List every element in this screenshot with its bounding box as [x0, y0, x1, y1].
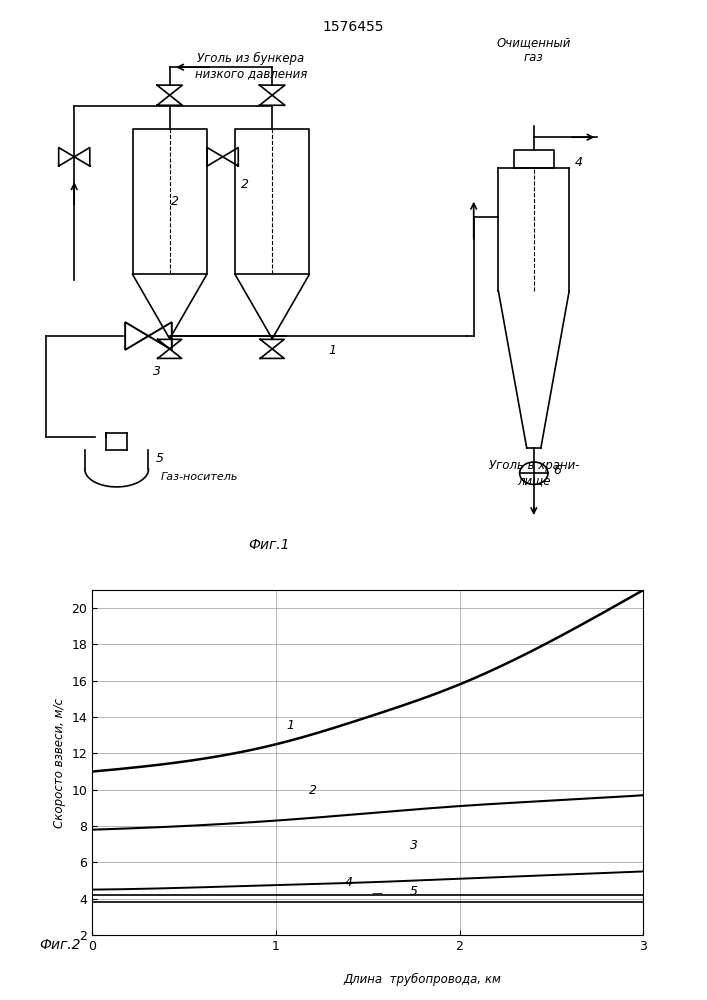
Text: 1: 1 — [286, 719, 294, 732]
Y-axis label: Скоросто взвеси, м/с: Скоросто взвеси, м/с — [52, 698, 66, 828]
Text: 5: 5 — [409, 885, 418, 898]
Text: 4: 4 — [575, 156, 583, 169]
Text: Фиг.2: Фиг.2 — [40, 938, 81, 952]
Text: —: — — [371, 888, 382, 898]
Polygon shape — [125, 322, 148, 350]
Text: 1: 1 — [328, 344, 337, 357]
Text: 3: 3 — [153, 365, 161, 378]
Text: 3: 3 — [409, 839, 418, 852]
Text: 1576455: 1576455 — [323, 20, 384, 34]
Text: 2: 2 — [241, 178, 250, 191]
Circle shape — [520, 462, 548, 484]
Text: Фиг.1: Фиг.1 — [248, 538, 289, 552]
X-axis label: Длина  трубопровода, км: Длина трубопровода, км — [344, 973, 502, 986]
Text: 2: 2 — [171, 195, 180, 208]
Text: 6: 6 — [553, 464, 561, 477]
Text: 4: 4 — [345, 876, 354, 889]
Text: Очищенный
газ: Очищенный газ — [496, 36, 571, 64]
Text: 5: 5 — [156, 452, 163, 465]
Text: Газ-носитель: Газ-носитель — [160, 472, 238, 482]
Text: 2: 2 — [308, 784, 317, 797]
Text: Уголь в храни-
лище: Уголь в храни- лище — [489, 459, 579, 487]
Polygon shape — [148, 322, 172, 350]
Text: Уголь из бункера
низкого давления: Уголь из бункера низкого давления — [195, 52, 307, 80]
